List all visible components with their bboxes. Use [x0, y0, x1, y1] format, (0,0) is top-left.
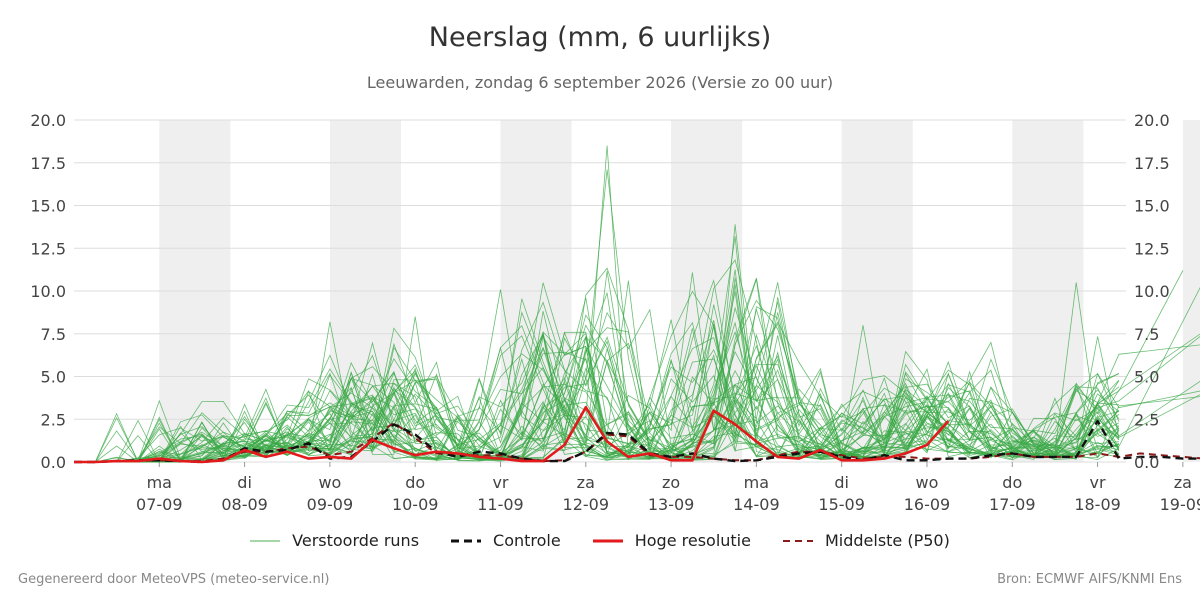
y-tick-label-left: 12.5: [30, 239, 66, 258]
y-tick-label-right: 12.5: [1134, 239, 1170, 258]
ensemble-member-line: [74, 355, 1120, 463]
legend: Verstoorde runs Controle Hoge resolutie …: [0, 531, 1200, 550]
y-tick-label-left: 10.0: [30, 282, 66, 301]
legend-swatch-controle: [451, 539, 482, 542]
ensemble-member-line: [74, 291, 1120, 463]
legend-swatch-hoge-resolutie: [592, 539, 623, 542]
ensemble-member-line: [74, 306, 1120, 463]
x-tick-date: 16-09: [904, 495, 951, 514]
x-tick-date: 15-09: [818, 495, 865, 514]
x-tick-day: wo: [916, 473, 939, 492]
legend-swatch-verstoorde-runs: [250, 540, 281, 541]
legend-label-verstoorde-runs: Verstoorde runs: [292, 531, 420, 550]
x-tick-date: 11-09: [477, 495, 524, 514]
x-tick-day: di: [834, 473, 849, 492]
ensemble-member-line: [74, 334, 1120, 463]
ensemble-member-line: [74, 335, 1120, 463]
y-tick-label-right: 5.0: [1134, 368, 1159, 387]
ensemble-member-line: [74, 145, 1120, 463]
x-tick-day: vr: [492, 473, 508, 492]
x-tick-day: za: [1174, 473, 1192, 492]
x-tick-day: vr: [1090, 473, 1106, 492]
x-tick-date: 19-09: [1160, 495, 1200, 514]
y-tick-label-left: 7.5: [41, 325, 66, 344]
ensemble-member-line: [74, 326, 1120, 463]
x-tick-date: 09-09: [307, 495, 354, 514]
x-tick-day: wo: [318, 473, 341, 492]
y-tick-label-right: 10.0: [1134, 282, 1170, 301]
legend-item-hoge-resolutie: Hoge resolutie: [592, 531, 751, 550]
x-tick-day: zo: [662, 473, 680, 492]
x-tick-day: ma: [147, 473, 172, 492]
series-line-hoge-resolutie: [74, 406, 950, 464]
y-tick-label-left: 5.0: [41, 368, 66, 387]
x-tick-date: 08-09: [221, 495, 268, 514]
legend-label-controle: Controle: [493, 531, 561, 550]
y-tick-label-right: 17.5: [1134, 154, 1170, 173]
axis-labels: 0.0 0.0 2.5 2.5 5.0 5.0 7.5 7.5 10.0 10.0 12.5 12.5…: [30, 111, 1200, 514]
legend-item-middelste: Middelste (P50): [782, 531, 950, 550]
day-band: [1182, 120, 1200, 462]
x-tick-date: 18-09: [1074, 495, 1121, 514]
footer-source: Bron: ECMWF AIFS/KNMI Ens: [997, 572, 1182, 587]
series-line-controle: [74, 419, 1200, 464]
ensemble-member-line: [74, 340, 1120, 463]
legend-item-controle: Controle: [451, 531, 561, 550]
ensemble-member-line: [74, 267, 1120, 463]
y-tick-label-right: 20.0: [1134, 111, 1170, 130]
footer-generated-by: Gegenereerd door MeteoVPS (meteo-service…: [18, 572, 330, 587]
y-tick-label-right: 0.0: [1134, 453, 1159, 472]
x-tick-date: 07-09: [136, 495, 183, 514]
x-tick-day: do: [1002, 473, 1022, 492]
y-tick-label-left: 20.0: [30, 111, 66, 130]
main-series-lines: [74, 406, 1200, 464]
x-tick-day: di: [237, 473, 252, 492]
x-tick-date: 10-09: [392, 495, 439, 514]
x-tick-day: do: [405, 473, 425, 492]
ensemble-member-line: [74, 311, 1120, 463]
y-tick-label-left: 17.5: [30, 154, 66, 173]
x-tick-date: 12-09: [563, 495, 610, 514]
ensemble-member-line: [74, 316, 1120, 463]
x-tick-day: ma: [744, 473, 769, 492]
x-tick-date: 13-09: [648, 495, 695, 514]
chart-subtitle: Leeuwarden, zondag 6 september 2026 (Ver…: [366, 73, 834, 92]
y-tick-label-right: 2.5: [1134, 410, 1159, 429]
legend-label-middelste: Middelste (P50): [824, 531, 950, 550]
ensemble-member-line: [74, 277, 1120, 463]
legend-item-verstoorde-runs: Verstoorde runs: [250, 531, 419, 550]
x-tick-date: 14-09: [733, 495, 780, 514]
legend-label-hoge-resolutie: Hoge resolutie: [634, 531, 751, 550]
x-tick-day: za: [577, 473, 595, 492]
ensemble-member-line: [74, 308, 1120, 463]
chart-title: Neerslag (mm, 6 uurlijks): [428, 22, 772, 53]
y-tick-label-left: 15.0: [30, 197, 66, 216]
ensemble-member-line: [74, 306, 1120, 463]
x-tick-date: 17-09: [989, 495, 1036, 514]
legend-swatch-middelste: [782, 539, 813, 542]
y-tick-label-right: 15.0: [1134, 197, 1170, 216]
y-tick-label-left: 2.5: [41, 410, 66, 429]
y-tick-label-left: 0.0: [41, 453, 66, 472]
y-tick-label-right: 7.5: [1134, 325, 1159, 344]
